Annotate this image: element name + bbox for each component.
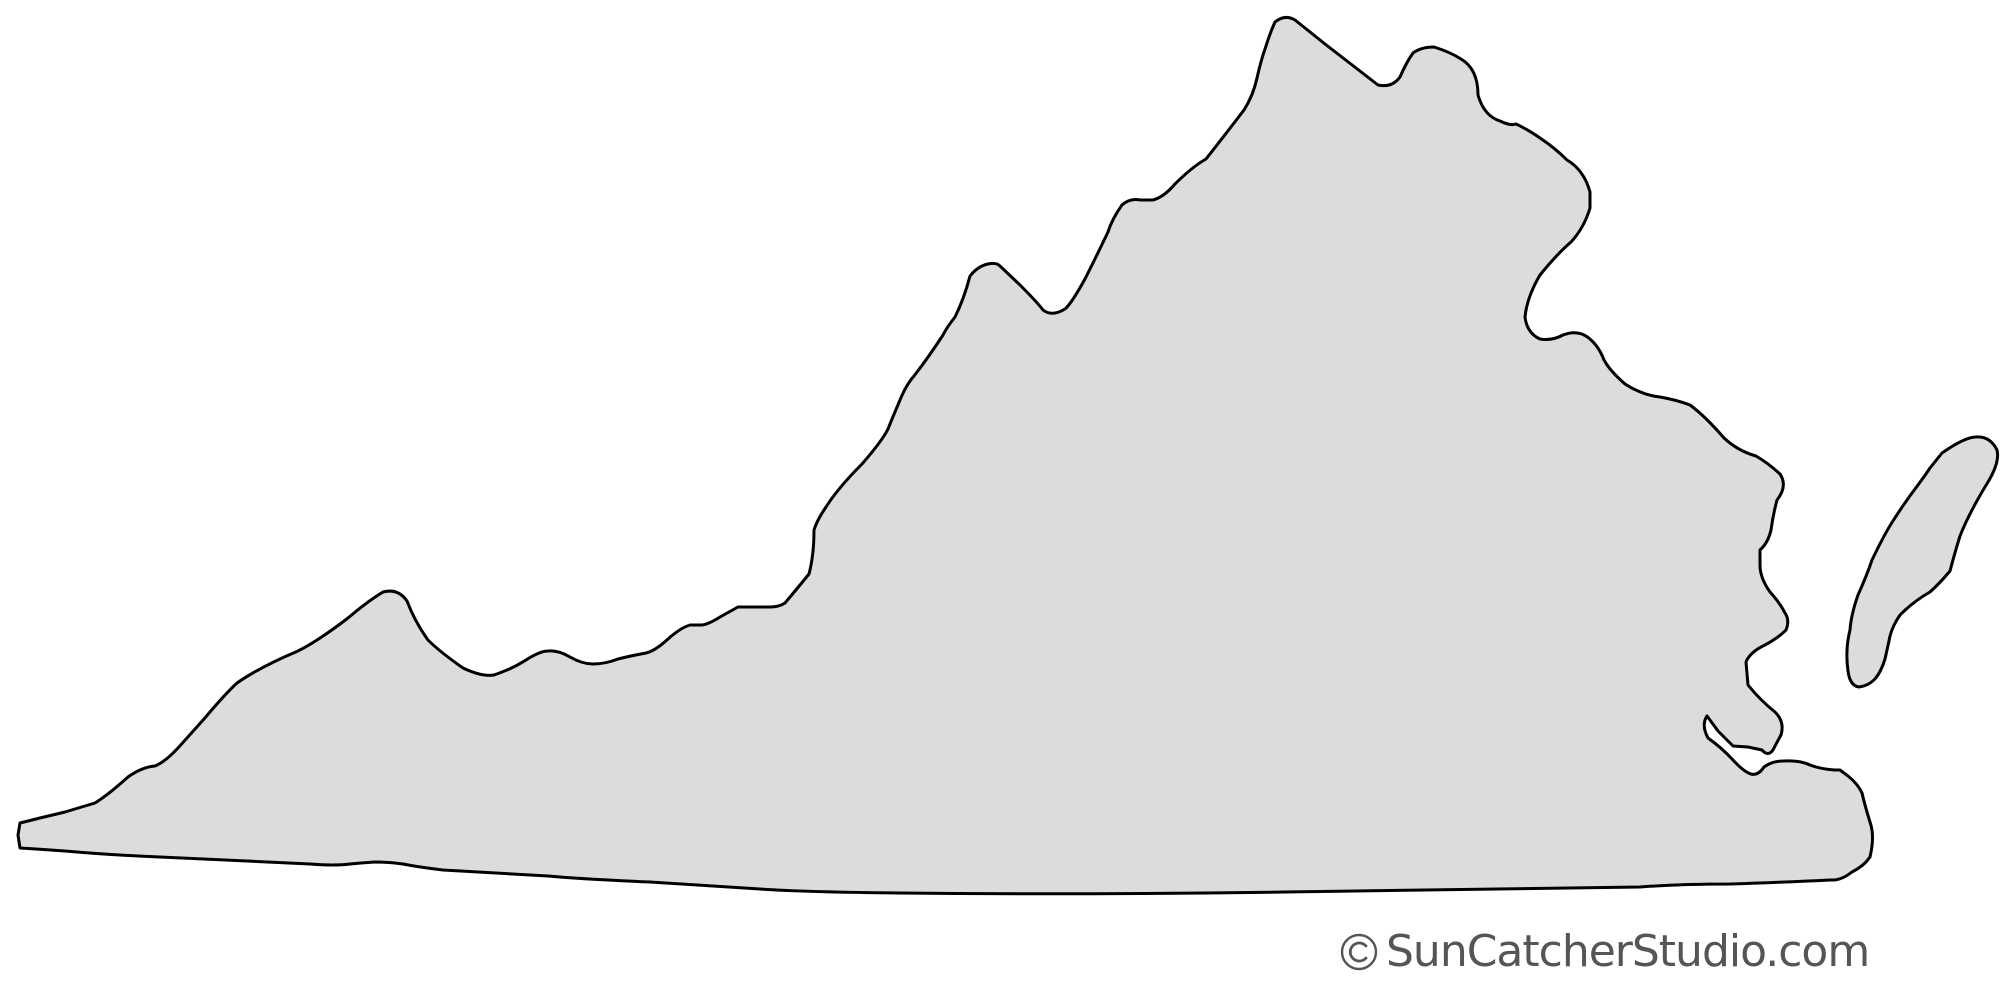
watermark-text: SunCatcherStudio.com [1386,926,1870,977]
eastern-shore-outline [1845,435,2000,689]
copyright-icon [1340,933,1378,971]
virginia-mainland-outline [16,15,1874,896]
watermark: SunCatcherStudio.com [1340,922,1870,982]
